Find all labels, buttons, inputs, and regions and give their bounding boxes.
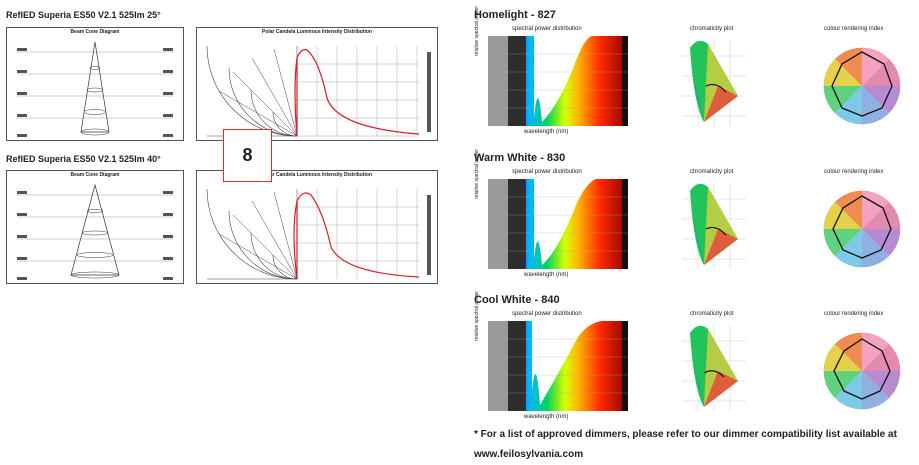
cri-graphic (823, 47, 901, 125)
polar-chart-title: Polar Candela Luminous Intensity Distrib… (261, 172, 372, 178)
chromaticity-plot-1: chromaticity plot (668, 26, 748, 138)
beam-cone-graphic (17, 41, 173, 137)
color-rendering-wheel-1: colour rendering index (818, 26, 908, 138)
beam-cone-title: Beam Cone Diagram (70, 29, 120, 35)
beam-cone-title: Beam Cone Diagram (70, 172, 120, 178)
spd-xlabel: wavelength (nm) (524, 414, 569, 420)
beam-cone-graphic (17, 183, 173, 280)
spd-graphic (488, 179, 628, 269)
spectrum-1-title: Homelight - 827 (474, 9, 556, 21)
polar-chart-title: Polar Candela Luminous Intensity Distrib… (261, 29, 372, 35)
spd-graphic (488, 36, 628, 126)
cri-title: colour rendering index (824, 26, 884, 32)
chrom-graphic (682, 325, 746, 411)
chrom-title: chromaticity plot (690, 169, 734, 175)
chromaticity-plot-2: chromaticity plot (668, 169, 748, 281)
chrom-graphic (682, 183, 746, 269)
chrom-graphic (682, 40, 746, 126)
chrom-title: chromaticity plot (690, 26, 734, 32)
product-1-title: ReflED Superia ES50 V2.1 525lm 25° (6, 10, 161, 20)
spectrum-2-title: Warm White - 830 (474, 152, 566, 164)
spectrum-3-title: Cool White - 840 (474, 294, 560, 306)
spd-graphic (488, 321, 628, 411)
chromaticity-plot-3: chromaticity plot (668, 311, 748, 423)
spd-title: spectral power distribution (512, 169, 582, 175)
page-number-badge: 8 (223, 129, 272, 182)
footer-url[interactable]: www.feilosylvania.com (474, 449, 584, 460)
beam-cone-diagram-2: Beam Cone Diagram (6, 170, 184, 284)
cri-graphic (823, 332, 901, 410)
beam-cone-diagram-1: Beam Cone Diagram (6, 27, 184, 141)
color-rendering-wheel-2: colour rendering index (818, 169, 908, 281)
spd-xlabel: wavelength (nm) (524, 129, 569, 135)
chrom-title: chromaticity plot (690, 311, 734, 317)
footer-note: * For a list of approved dimmers, please… (474, 429, 897, 440)
spd-xlabel: wavelength (nm) (524, 272, 569, 278)
polar-intensity-chart-2: Polar Candela Luminous Intensity Distrib… (196, 170, 438, 284)
cri-graphic (823, 190, 901, 268)
spd-title: spectral power distribution (512, 311, 582, 317)
product-2-title: ReflED Superia ES50 V2.1 525lm 40° (6, 154, 161, 164)
spd-chart-1: spectral power distribution relative spe… (474, 6, 634, 138)
polar-chart-graphic (206, 188, 431, 280)
polar-chart-graphic (206, 45, 431, 137)
spd-chart-3: spectral power distribution relative spe… (474, 291, 634, 423)
polar-intensity-chart-1: Polar Candela Luminous Intensity Distrib… (196, 27, 438, 141)
cri-title: colour rendering index (824, 311, 884, 317)
spd-chart-2: spectral power distribution relative spe… (474, 149, 634, 281)
cri-title: colour rendering index (824, 169, 884, 175)
spd-title: spectral power distribution (512, 26, 582, 32)
color-rendering-wheel-3: colour rendering index (818, 311, 908, 423)
